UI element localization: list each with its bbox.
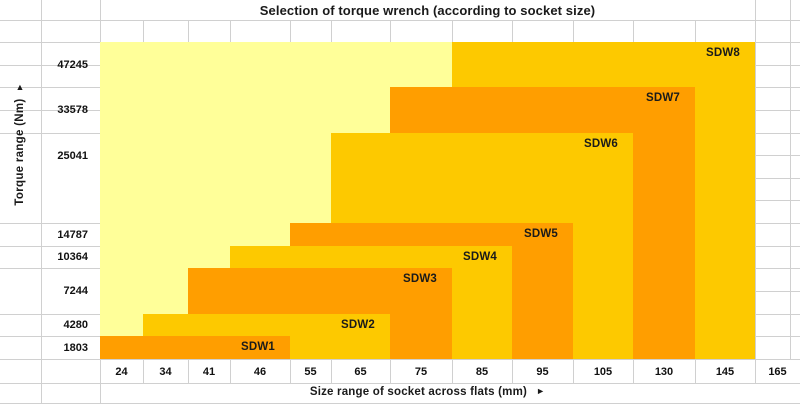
x-tick-165: 165 (768, 366, 787, 378)
series-label-sdw8: SDW8 (705, 47, 740, 59)
y-tick-7244: 7244 (63, 284, 88, 297)
x-tick-145: 145 (715, 366, 735, 378)
gridline-horizontal (755, 336, 800, 337)
x-tick-65: 65 (354, 366, 367, 378)
x-tick-130: 130 (654, 366, 674, 378)
gridline-horizontal (0, 65, 100, 66)
gridline-horizontal (0, 246, 100, 247)
gridline-horizontal (0, 383, 800, 384)
y-tick-25041: 25041 (57, 149, 88, 162)
gridline-horizontal (755, 155, 800, 156)
gridline-vertical (755, 0, 756, 383)
y-axis-up-arrow-icon: ▲ (15, 82, 25, 92)
gridline-vertical (790, 0, 791, 359)
gridline-horizontal (755, 223, 800, 224)
x-tick-55: 55 (304, 366, 317, 378)
gridline-horizontal (755, 268, 800, 269)
series-label-sdw4: SDW4 (462, 251, 497, 263)
x-axis-right-arrow-icon: ► (536, 386, 546, 396)
y-tick-33578: 33578 (57, 103, 88, 116)
y-tick-14787: 14787 (57, 228, 88, 241)
gridline-horizontal (755, 246, 800, 247)
y-tick-10364: 10364 (57, 251, 88, 263)
gridline-horizontal (755, 87, 800, 88)
series-rect-sdw1: SDW1 (100, 336, 290, 359)
y-tick-1803: 1803 (63, 341, 88, 354)
gridline-horizontal (755, 291, 800, 292)
y-tick-47245: 47245 (57, 58, 88, 71)
x-tick-46: 46 (253, 366, 267, 378)
gridline-horizontal (0, 268, 100, 269)
x-tick-41: 41 (202, 366, 216, 378)
gridline-horizontal (0, 110, 100, 111)
gridline-horizontal (0, 336, 100, 337)
series-label-sdw2: SDW2 (340, 319, 375, 331)
gridline-horizontal (755, 133, 800, 134)
gridline-horizontal (0, 87, 100, 88)
gridline-horizontal (0, 133, 100, 134)
x-tick-75: 75 (414, 366, 428, 378)
x-tick-95: 95 (536, 366, 549, 378)
gridline-horizontal (755, 314, 800, 315)
gridline-horizontal (0, 223, 100, 224)
x-tick-85: 85 (475, 366, 489, 378)
series-label-sdw6: SDW6 (583, 138, 618, 150)
gridline-horizontal (755, 42, 800, 43)
series-label-sdw1: SDW1 (240, 341, 275, 353)
gridline-horizontal (755, 110, 800, 111)
chart-title: Selection of torque wrench (according to… (259, 3, 596, 18)
gridline-horizontal (0, 42, 100, 43)
x-axis-title: Size range of socket across flats (mm) ► (100, 386, 755, 398)
gridline-horizontal (755, 65, 800, 66)
gridline-horizontal (0, 20, 800, 21)
gridline-horizontal (0, 403, 800, 404)
x-axis-title-text: Size range of socket across flats (mm) (309, 386, 528, 398)
x-tick-105: 105 (593, 366, 613, 378)
gridline-horizontal (755, 200, 800, 201)
series-label-sdw5: SDW5 (523, 228, 558, 240)
series-label-sdw3: SDW3 (402, 273, 437, 285)
x-tick-24: 24 (115, 366, 128, 378)
y-axis-title: Torque range (Nm) (14, 98, 26, 206)
gridline-vertical (41, 0, 42, 403)
x-tick-34: 34 (159, 366, 172, 378)
y-tick-4280: 4280 (63, 319, 88, 331)
gridline-horizontal (0, 314, 100, 315)
series-label-sdw7: SDW7 (645, 92, 680, 104)
gridline-horizontal (0, 359, 800, 360)
gridline-horizontal (755, 178, 800, 179)
